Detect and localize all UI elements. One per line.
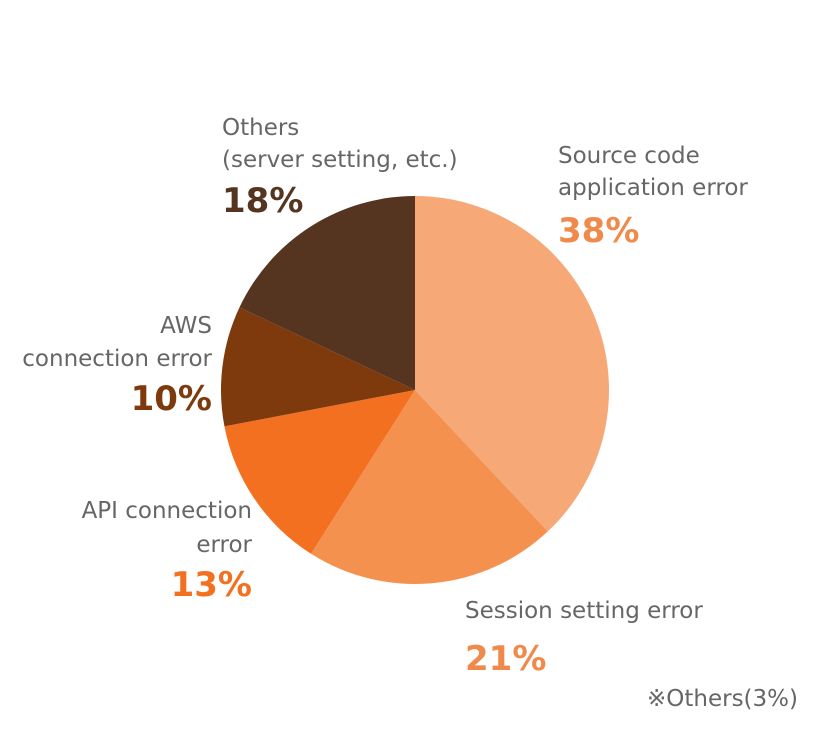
pie-slice xyxy=(221,307,415,427)
pie-slice xyxy=(415,196,609,532)
slice-label: application error xyxy=(558,175,748,201)
value-label: 10% xyxy=(131,379,212,419)
slice-label: Source code xyxy=(558,143,700,169)
slice-label: Others xyxy=(222,115,299,141)
slice-label: API connection xyxy=(82,498,252,524)
note: ※Others(3%) xyxy=(647,686,798,712)
pie-slice xyxy=(239,196,415,390)
value-label: 13% xyxy=(171,565,252,605)
slice-label: error xyxy=(196,532,252,558)
value-label: 38% xyxy=(558,211,639,251)
pie-slice xyxy=(224,390,415,554)
value-label: 21% xyxy=(465,639,546,679)
pie-slice xyxy=(311,390,548,584)
slice-label: (server setting, etc.) xyxy=(222,147,458,173)
slice-label: Session setting error xyxy=(465,598,703,624)
value-label: 18% xyxy=(222,181,303,221)
slice-label: AWS xyxy=(160,313,212,339)
slice-label: connection error xyxy=(22,346,212,372)
